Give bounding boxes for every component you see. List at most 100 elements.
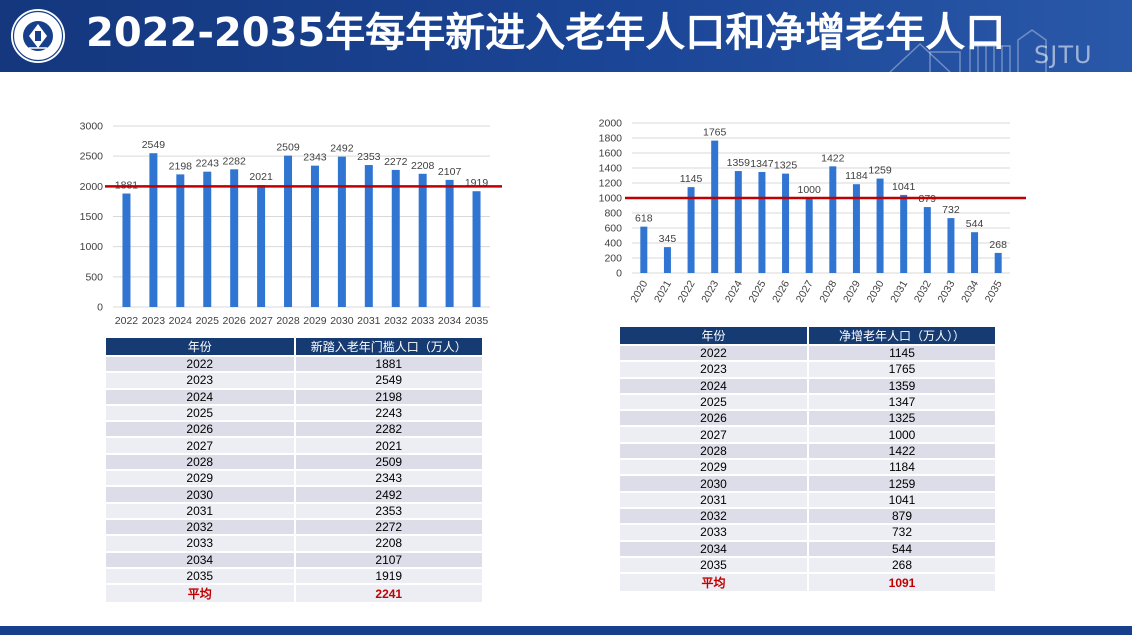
data-label: 1325 [774,160,798,172]
table-header-row: 年份 净增老年人口（万人）） [620,327,997,345]
value-cell: 2198 [294,387,484,405]
bar [418,173,427,307]
value-cell: 1359 [808,376,997,394]
value-cell: 1259 [808,474,997,492]
value-cell: 2353 [294,501,484,519]
year-cell: 2029 [620,458,809,476]
value-cell: 879 [808,506,997,525]
bar [711,140,719,273]
x-tick-label: 2020 [628,278,650,304]
value-cell: 1000 [808,425,997,443]
x-tick-label: 2028 [276,315,300,327]
bar [900,194,908,273]
table-row: 2024 1359 [620,376,997,394]
y-tick-label: 2000 [80,181,104,193]
value-cell: 1041 [808,490,997,508]
value-cell: 2549 [294,371,484,389]
bar [687,187,695,273]
bar [149,153,158,307]
data-label: 2509 [276,142,300,154]
year-cell: 2023 [106,371,296,389]
year-cell: 2023 [620,360,809,378]
header-banner: 2022-2035年每年新进入老年人口和净增老年人口 SJTU [0,0,1132,72]
table-row: 2023 2549 [106,371,484,389]
table-row: 2033 732 [620,523,997,541]
data-label: 2107 [438,166,462,178]
data-label: 1184 [845,170,868,182]
table-row: 2035 268 [620,555,997,574]
average-value: 1091 [808,572,997,592]
bar [663,247,671,273]
year-cell: 2035 [106,566,296,585]
x-tick-label: 2022 [676,278,698,304]
data-label: 2243 [196,158,220,170]
y-tick-label: 1400 [599,163,623,175]
net-increase-bar-chart: 0 200 400 600 800 1000 1200 1400 1600 1800 2000 618… [599,118,1026,305]
value-cell: 2509 [294,452,484,471]
data-label: 1765 [703,127,727,139]
x-tick-label: 2031 [888,278,910,304]
table-row: 2022 1145 [620,343,997,362]
year-cell: 2026 [106,420,296,438]
year-column-header: 年份 [106,338,296,356]
year-cell: 2025 [620,392,809,411]
y-tick-label: 1000 [80,241,104,253]
table-row: 2026 2282 [106,420,484,438]
x-tick-label: 2025 [196,315,220,327]
x-tick-label: 2033 [935,278,957,304]
x-tick-label: 2030 [330,315,354,327]
bar [782,173,790,273]
value-cell: 2243 [294,403,484,422]
table-row: 2022 1881 [106,354,484,373]
value-cell: 1184 [808,458,997,476]
y-tick-label: 800 [604,208,622,220]
y-tick-label: 600 [604,223,622,235]
table-row: 2028 1422 [620,441,997,460]
table-row: 2034 544 [620,539,997,557]
data-label: 1000 [798,184,822,196]
table-row: 2025 1347 [620,392,997,411]
table-row: 2024 2198 [106,387,484,405]
year-cell: 2024 [106,387,296,405]
x-tick-label: 2035 [465,315,489,327]
bar [230,169,239,307]
table-row: 2029 1184 [620,458,997,476]
table-row: 2032 2272 [106,517,484,536]
table-row: 2034 2107 [106,550,484,568]
year-column-header: 年份 [620,327,809,345]
x-tick-label: 2033 [411,315,435,327]
data-label: 2549 [142,139,166,151]
bar [734,171,742,273]
bar [947,218,955,273]
bar [923,207,931,273]
x-tick-label: 2029 [303,315,327,327]
table-row: 2027 1000 [620,425,997,443]
bar [364,165,373,307]
y-tick-label: 2000 [599,118,623,130]
table-row: 2029 2343 [106,469,484,487]
bar [337,156,346,307]
value-column-header: 新踏入老年门槛人口（万人） [294,338,484,356]
data-label: 1359 [727,157,751,169]
bar [876,178,884,273]
data-label: 345 [659,233,677,245]
table-row: 2027 2021 [106,436,484,454]
data-label: 1259 [868,165,892,177]
x-tick-label: 2031 [357,315,381,327]
value-cell: 544 [808,539,997,557]
table-row: 2031 1041 [620,490,997,508]
data-label: 2282 [222,155,246,167]
table-row: 2028 2509 [106,452,484,471]
x-tick-label: 2025 [746,278,768,304]
y-tick-label: 500 [85,271,103,283]
data-label: 1041 [892,181,916,193]
y-tick-label: 1800 [599,133,623,145]
year-cell: 2027 [620,425,809,443]
x-tick-label: 2024 [723,278,745,304]
new-elderly-table: 年份 新踏入老年门槛人口（万人） 2022 1881 2023 2549 2024 2198 2… [106,338,484,603]
bar [122,193,131,307]
bar [994,252,1002,273]
x-tick-label: 2028 [817,278,839,304]
x-tick-label: 2023 [699,278,721,304]
y-tick-label: 0 [97,302,103,314]
